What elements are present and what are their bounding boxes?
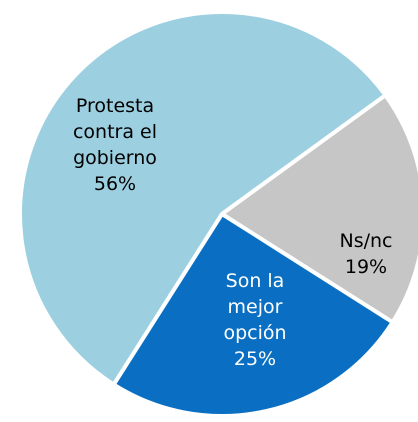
pie-slice [111, 212, 395, 418]
slice-label: Protesta contra el gobierno 56% [56, 93, 174, 197]
value-label: 25% [233, 348, 277, 370]
slice-label: Son la mejor opción 25% [215, 268, 295, 372]
pie-slice [220, 93, 418, 325]
slice-label: Ns/nc 19% [321, 228, 411, 280]
value-label: 19% [344, 256, 388, 278]
category-label: Protesta contra el gobierno [72, 95, 158, 169]
category-label: Ns/nc [339, 230, 393, 252]
value-label: 56% [93, 173, 137, 195]
pie-slice [18, 10, 388, 387]
category-label: Son la mejor opción [223, 270, 287, 344]
